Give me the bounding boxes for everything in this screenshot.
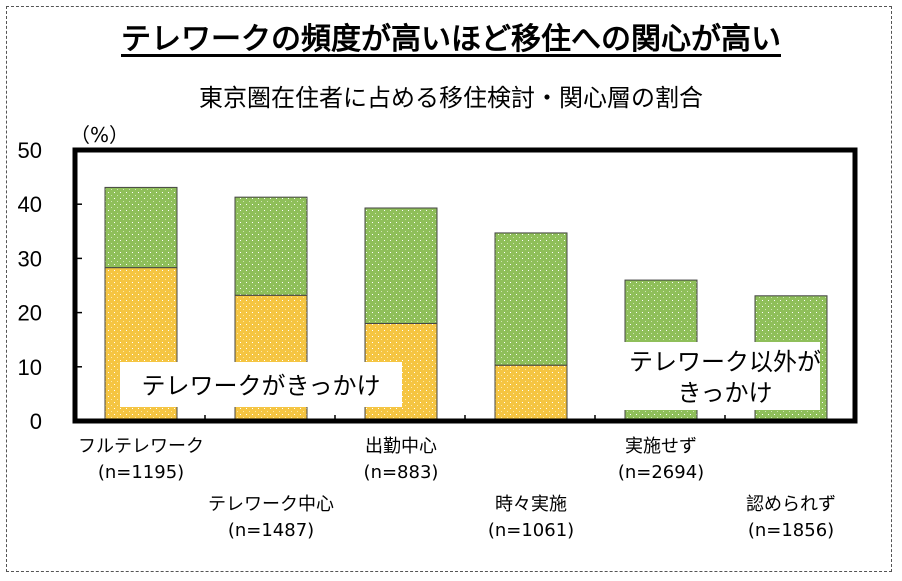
category-label: フルテレワーク [78, 436, 204, 457]
category-label: 認められず [746, 494, 836, 515]
category-label: 時々実施 [495, 494, 567, 515]
sample-size-label: (n=1195) [98, 462, 184, 483]
chart-title-text: テレワークの頻度が高いほど移住への関心が高い [121, 22, 781, 57]
annotation-telework: テレワークがきっかけ [141, 372, 380, 400]
dashed-frame [6, 6, 892, 572]
bar-telework-3 [494, 364, 568, 422]
category-label: 出勤中心 [365, 436, 437, 457]
y-tick-label: 20 [18, 301, 42, 326]
sample-size-label: (n=1061) [488, 520, 574, 541]
bar-other-0 [104, 186, 178, 269]
y-axis-unit: （%） [70, 123, 129, 147]
y-tick-label: 10 [18, 355, 42, 380]
bar-other-2 [364, 207, 438, 324]
sample-size-label: (n=883) [364, 462, 439, 483]
category-label: 実施せず [625, 436, 697, 457]
annotation-other-line2: きっかけ [677, 379, 772, 407]
y-tick-label: 50 [18, 138, 42, 163]
annotation-other-line1: テレワーク以外が [629, 348, 821, 376]
sample-size-label: (n=1856) [748, 520, 834, 541]
y-tick-label: 0 [30, 409, 42, 434]
annotation-box-other [610, 342, 820, 410]
bar-other-3 [494, 232, 568, 366]
chart-title: テレワークの頻度が高いほど移住への関心が高い [0, 14, 902, 58]
sample-size-label: (n=2694) [618, 462, 704, 483]
bar-other-1 [234, 196, 308, 296]
chart-subtitle: 東京圏在住者に占める移住検討・関心層の割合 [199, 84, 703, 112]
y-tick-label: 30 [18, 246, 42, 271]
annotation-box-telework [120, 362, 402, 407]
category-label: テレワーク中心 [208, 494, 334, 515]
sample-size-label: (n=1487) [228, 520, 314, 541]
y-tick-label: 40 [18, 192, 42, 217]
